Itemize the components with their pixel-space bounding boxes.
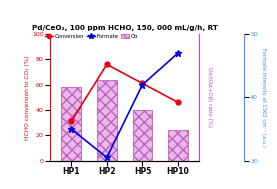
Y-axis label: Oα/(Oα+Oβ) ratio (%): Oα/(Oα+Oβ) ratio (%) — [207, 67, 212, 127]
Legend: Conversion, Formate, Oα: Conversion, Formate, Oα — [45, 34, 138, 39]
Bar — [133, 110, 152, 161]
Title: Pd/CeO₂, 100 ppm HCHO, 150, 000 mL/g/h, RT: Pd/CeO₂, 100 ppm HCHO, 150, 000 mL/g/h, … — [32, 25, 218, 31]
Bar — [168, 130, 188, 161]
Bar — [61, 87, 81, 161]
Y-axis label: HCHO conversion to CO₂ (%): HCHO conversion to CO₂ (%) — [25, 55, 30, 140]
Y-axis label: Formate intensity at 1362 cm⁻¹ (a.u.): Formate intensity at 1362 cm⁻¹ (a.u.) — [261, 48, 266, 147]
Bar — [97, 80, 117, 161]
